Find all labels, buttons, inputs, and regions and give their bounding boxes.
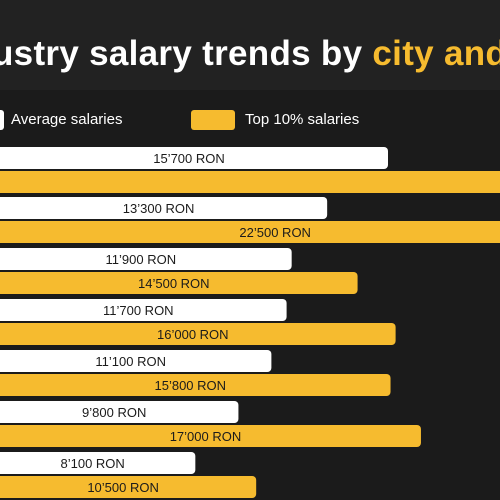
title-text: ustry salary trends by <box>0 34 373 73</box>
top10-bar-6 <box>0 476 257 498</box>
top10-bar-5 <box>0 425 421 447</box>
average-label-4: 11’100 RON <box>95 354 166 369</box>
top10-label-3: 16’000 RON <box>157 327 229 342</box>
average-bar-4 <box>0 350 272 372</box>
average-label-3: 11’700 RON <box>103 303 174 318</box>
average-bar-5 <box>0 401 239 423</box>
chart-title: ustry salary trends by city and <box>0 34 500 74</box>
top10-bar-3 <box>0 323 396 345</box>
legend-label-top10: Top 10% salaries <box>245 111 360 128</box>
legend-swatch-top10 <box>191 110 235 130</box>
top10-bar-4 <box>0 374 391 396</box>
top10-label-6: 10’500 RON <box>87 480 159 495</box>
title-band <box>0 0 500 90</box>
top10-bar-0 <box>0 171 500 193</box>
top10-label-1: 22’500 RON <box>239 225 311 240</box>
average-label-2: 11’900 RON <box>106 252 177 267</box>
average-bar-0 <box>0 147 388 169</box>
top10-label-2: 14’500 RON <box>138 276 210 291</box>
title-highlight: city and <box>372 34 500 73</box>
legend-swatch-average <box>0 110 4 130</box>
top10-label-5: 17’000 RON <box>170 429 242 444</box>
average-bar-3 <box>0 299 287 321</box>
average-label-6: 8’100 RON <box>61 456 125 471</box>
average-label-0: 15’700 RON <box>153 151 225 166</box>
top10-label-4: 15’800 RON <box>154 378 226 393</box>
average-bar-2 <box>0 248 292 270</box>
average-bar-6 <box>0 452 196 474</box>
average-label-1: 13’300 RON <box>123 201 195 216</box>
top10-bar-2 <box>0 272 358 294</box>
average-bar-1 <box>0 197 328 219</box>
legend-label-average: Average salaries <box>11 111 123 128</box>
top10-bar-1 <box>0 221 500 243</box>
average-label-5: 9’800 RON <box>82 405 146 420</box>
